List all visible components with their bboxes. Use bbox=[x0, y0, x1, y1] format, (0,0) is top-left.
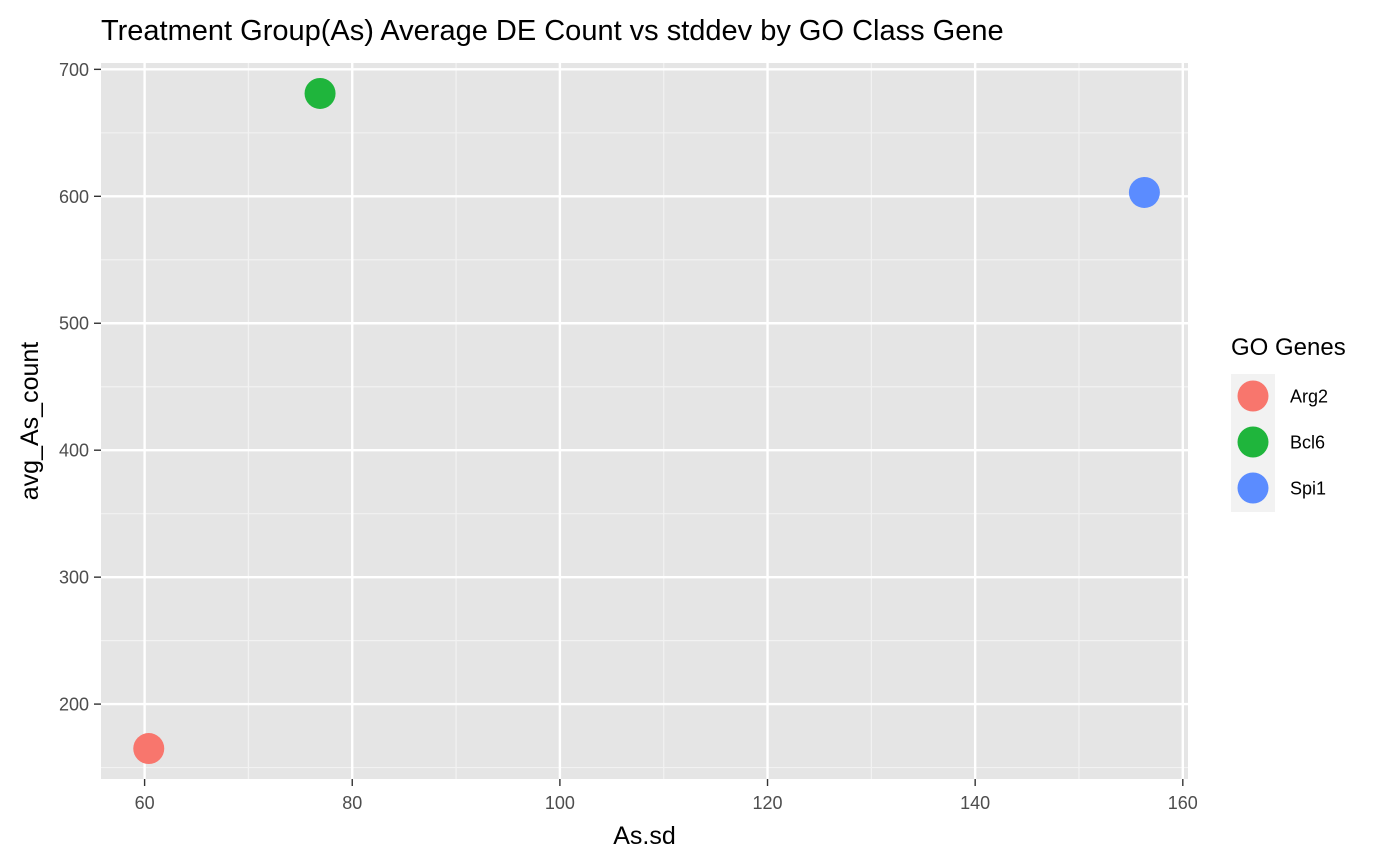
chart-title: Treatment Group(As) Average DE Count vs … bbox=[101, 15, 1004, 47]
legend: GO Genes Arg2 Bcl6 Spi1 bbox=[1231, 334, 1346, 512]
legend-items: Arg2 Bcl6 Spi1 bbox=[1237, 380, 1328, 504]
y-tick-label: 400 bbox=[59, 441, 89, 461]
legend-label-bcl6: Bcl6 bbox=[1290, 433, 1325, 453]
legend-key-arg2 bbox=[1237, 380, 1269, 412]
x-axis-title: As.sd bbox=[613, 822, 676, 850]
y-tick-label: 700 bbox=[59, 60, 89, 80]
y-tick-label: 300 bbox=[59, 568, 89, 588]
legend-title: GO Genes bbox=[1231, 334, 1346, 361]
grid-major bbox=[101, 63, 1188, 779]
x-tick-label: 140 bbox=[960, 793, 990, 813]
y-axis-ticks: 200 300 400 500 600 700 bbox=[59, 60, 101, 715]
legend-key-spi1 bbox=[1237, 472, 1269, 504]
data-point-bcl6 bbox=[304, 77, 336, 109]
x-tick-label: 80 bbox=[342, 793, 362, 813]
data-point-arg2 bbox=[133, 733, 165, 765]
x-tick-label: 100 bbox=[545, 793, 575, 813]
x-tick-label: 160 bbox=[1168, 793, 1198, 813]
x-tick-label: 120 bbox=[753, 793, 783, 813]
data-points bbox=[133, 77, 1160, 765]
data-point-spi1 bbox=[1128, 176, 1160, 208]
legend-label-spi1: Spi1 bbox=[1290, 479, 1326, 499]
plot-panel bbox=[101, 63, 1188, 779]
grid-minor bbox=[101, 63, 1188, 779]
y-axis-title: avg_As_count bbox=[16, 342, 44, 501]
legend-label-arg2: Arg2 bbox=[1290, 387, 1328, 407]
x-tick-label: 60 bbox=[135, 793, 155, 813]
y-tick-label: 500 bbox=[59, 314, 89, 334]
y-tick-label: 600 bbox=[59, 187, 89, 207]
y-tick-label: 200 bbox=[59, 695, 89, 715]
x-axis-ticks: 60 80 100 120 140 160 bbox=[135, 779, 1198, 813]
legend-key-bcl6 bbox=[1237, 426, 1269, 458]
